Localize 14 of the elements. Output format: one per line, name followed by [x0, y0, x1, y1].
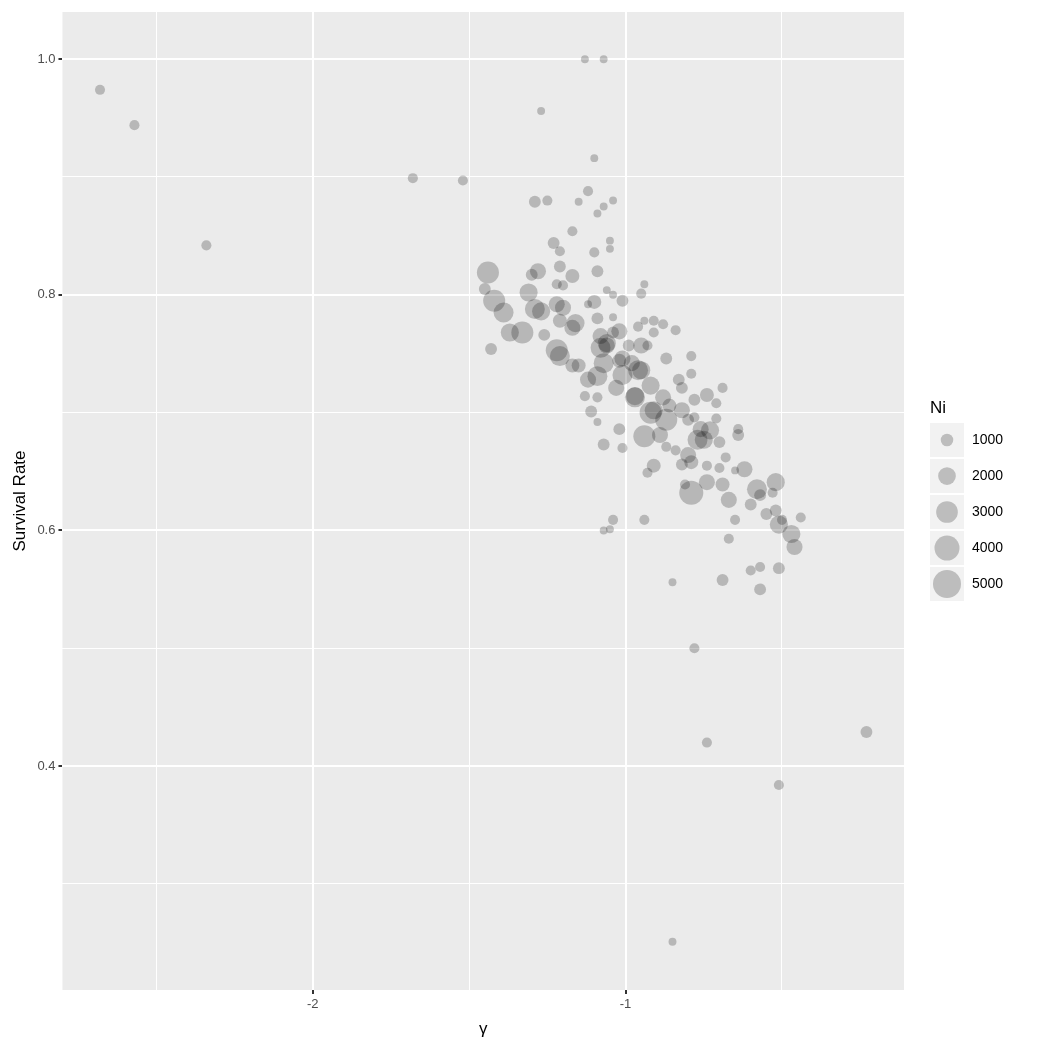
legend-label: 3000: [972, 502, 1004, 519]
y-tick-label: 0.4: [37, 757, 56, 773]
y-tick-label: 0.8: [37, 286, 56, 302]
y-tick-label: 1.0: [37, 50, 56, 66]
x-tick-label: -2: [306, 996, 319, 1012]
y-tick-label: 0.6: [37, 522, 56, 538]
legend-title: Ni: [930, 398, 947, 418]
x-axis-title: γ: [478, 1019, 488, 1039]
legend-label: 1000: [972, 430, 1004, 447]
legend-label: 4000: [972, 538, 1004, 555]
x-tick-label: -1: [619, 996, 632, 1012]
legend-label: 2000: [972, 466, 1004, 483]
y-axis-title: Survival Rate: [9, 450, 29, 552]
legend-label: 5000: [972, 574, 1004, 591]
